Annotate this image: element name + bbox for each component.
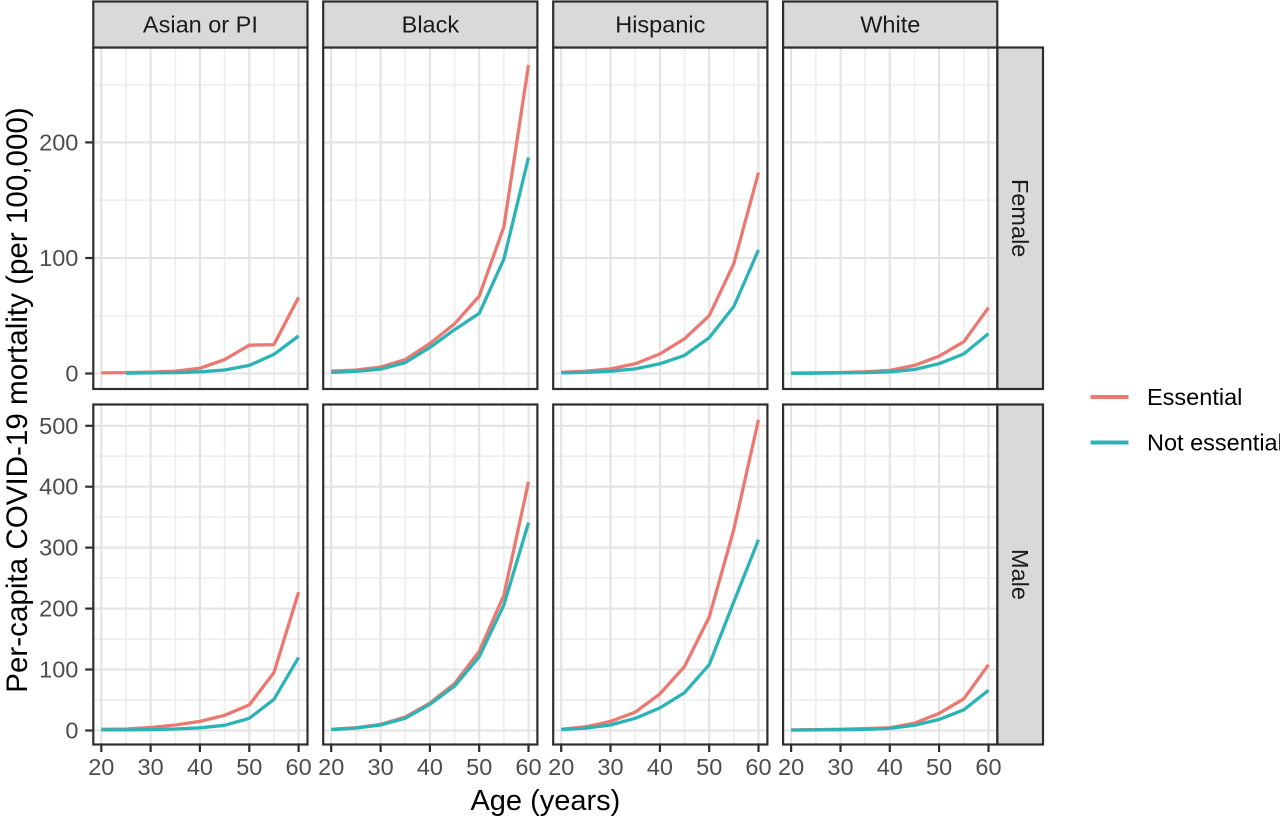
svg-text:White: White: [860, 12, 920, 38]
svg-text:400: 400: [39, 474, 78, 500]
svg-text:60: 60: [286, 754, 312, 780]
svg-text:30: 30: [368, 754, 394, 780]
svg-text:20: 20: [778, 754, 804, 780]
svg-text:Per-capita COVID-19 mortality: Per-capita COVID-19 mortality (per 100,0…: [1, 107, 34, 693]
svg-text:20: 20: [318, 754, 344, 780]
svg-text:Age (years): Age (years): [470, 785, 620, 817]
svg-text:100: 100: [39, 657, 78, 683]
svg-text:40: 40: [877, 754, 903, 780]
svg-text:30: 30: [597, 754, 623, 780]
svg-text:30: 30: [827, 754, 853, 780]
svg-text:Not essential: Not essential: [1147, 430, 1280, 456]
svg-text:20: 20: [548, 754, 574, 780]
svg-text:Male: Male: [1007, 549, 1033, 600]
svg-text:0: 0: [65, 361, 78, 387]
svg-text:Asian or PI: Asian or PI: [143, 12, 258, 38]
svg-text:50: 50: [466, 754, 492, 780]
svg-text:50: 50: [696, 754, 722, 780]
svg-text:40: 40: [417, 754, 443, 780]
svg-text:60: 60: [975, 754, 1001, 780]
svg-text:500: 500: [39, 413, 78, 439]
svg-text:200: 200: [39, 129, 78, 155]
svg-text:Female: Female: [1007, 179, 1033, 257]
svg-text:0: 0: [65, 718, 78, 744]
svg-text:60: 60: [745, 754, 771, 780]
svg-text:300: 300: [39, 535, 78, 561]
svg-text:60: 60: [515, 754, 541, 780]
svg-text:40: 40: [187, 754, 213, 780]
svg-text:40: 40: [647, 754, 673, 780]
svg-text:200: 200: [39, 596, 78, 622]
svg-text:100: 100: [39, 245, 78, 271]
svg-text:50: 50: [236, 754, 262, 780]
svg-text:50: 50: [926, 754, 952, 780]
svg-text:Black: Black: [402, 12, 460, 38]
svg-text:30: 30: [138, 754, 164, 780]
svg-text:Essential: Essential: [1147, 384, 1242, 410]
svg-text:20: 20: [88, 754, 114, 780]
svg-text:Hispanic: Hispanic: [615, 12, 705, 38]
